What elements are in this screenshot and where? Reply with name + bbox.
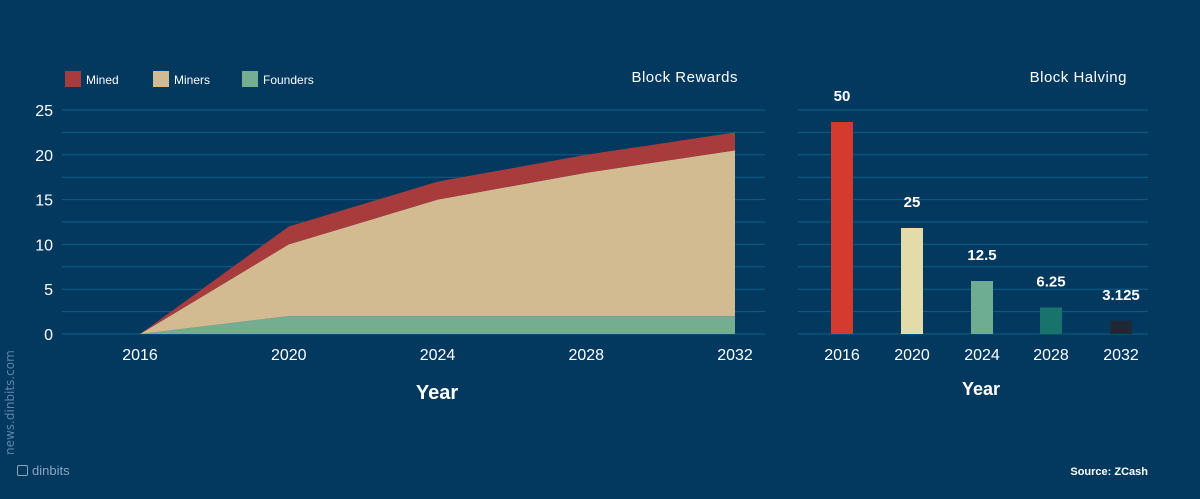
area-x-tick-label: 2028 xyxy=(568,347,604,364)
halving-data-label: 50 xyxy=(834,88,851,105)
area-y-tick-label: 0 xyxy=(44,327,53,344)
halving-bar-2032 xyxy=(1110,320,1132,334)
halving-bar-2020 xyxy=(901,228,923,334)
area-series-founders xyxy=(140,316,735,334)
bar-x-axis-label: Year xyxy=(962,379,1000,399)
area-series-mined xyxy=(140,132,735,334)
halving-data-label: 12.5 xyxy=(967,247,996,264)
area-x-tick-label: 2016 xyxy=(122,347,158,364)
area-y-tick-label: 15 xyxy=(35,193,53,210)
area-x-tick-label: 2024 xyxy=(420,347,456,364)
area-y-tick-label: 5 xyxy=(44,282,53,299)
area-y-tick-label: 20 xyxy=(35,148,53,165)
bar-chart-title: Block Halving xyxy=(1030,69,1127,86)
watermark-url: news.dinbits.com xyxy=(3,350,17,455)
area-y-tick-label: 10 xyxy=(35,237,53,254)
halving-data-label: 6.25 xyxy=(1036,274,1065,291)
area-x-tick-label: 2032 xyxy=(717,347,753,364)
area-y-tick-label: 25 xyxy=(35,103,53,120)
bar-x-tick-label: 2016 xyxy=(824,347,860,364)
source-note: Source: ZCash xyxy=(1070,466,1148,478)
legend-swatch-founders xyxy=(242,71,258,87)
area-x-axis-label: Year xyxy=(416,382,458,404)
watermark-brand: dinbits xyxy=(17,463,70,478)
brand-label: dinbits xyxy=(32,463,70,478)
bar-x-tick-label: 2024 xyxy=(964,347,1000,364)
legend-swatch-miners xyxy=(153,71,169,87)
halving-bar-2028 xyxy=(1040,307,1062,334)
halving-bar-2024 xyxy=(971,281,993,334)
halving-data-label: 25 xyxy=(904,194,921,211)
legend-swatch-mined xyxy=(65,71,81,87)
halving-data-label: 3.125 xyxy=(1102,287,1140,304)
legend-label-mined: Mined xyxy=(86,73,119,87)
bar-x-tick-label: 2028 xyxy=(1033,347,1069,364)
bar-x-tick-label: 2020 xyxy=(894,347,930,364)
area-x-tick-label: 2020 xyxy=(271,347,307,364)
bar-x-tick-label: 2032 xyxy=(1103,347,1139,364)
area-series-miners xyxy=(140,150,735,334)
halving-bar-2016 xyxy=(831,122,853,334)
dinbits-logo-icon xyxy=(17,465,28,476)
legend-label-founders: Founders xyxy=(263,73,314,87)
area-chart-title: Block Rewards xyxy=(631,69,738,86)
legend-label-miners: Miners xyxy=(174,73,210,87)
